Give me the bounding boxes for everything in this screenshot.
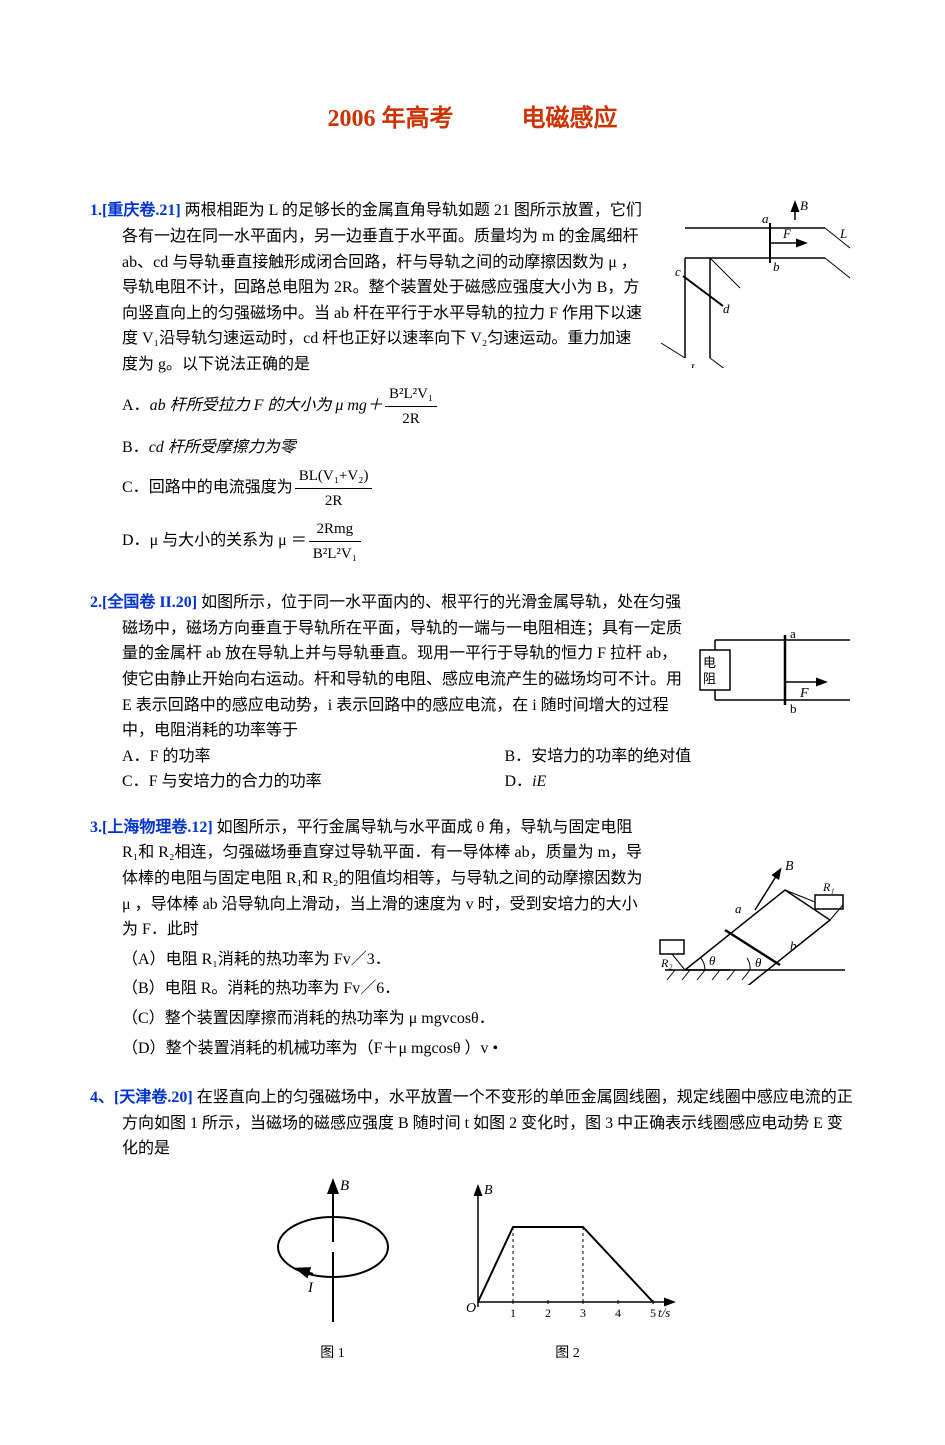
problem-3-text: 如图所示，平行金属导轨与水平面成 θ 角，导轨与固定电阻 R₁和 R₂相连，匀强… [122, 819, 643, 938]
problem-1-option-a: A．ab 杆所受拉力 F 的大小为 μ mg＋B²L²V₁2R [122, 382, 855, 431]
figure-2-label: 图 2 [448, 1343, 688, 1365]
problem-3: a b B θ θ R₁ R₂ 3.[上海物理卷.12] 如图所示，平行金属导轨… [90, 815, 855, 1065]
problem-2: 电 阻 a b F 2.[全国卷 II.20] 如图所示，位于同一水平面内的、根… [90, 590, 855, 795]
problem-4-source: [天津卷.20] [114, 1089, 193, 1106]
svg-text:a: a [790, 626, 796, 641]
svg-text:B: B [340, 1178, 349, 1194]
problem-3-number: 3. [90, 819, 102, 836]
svg-text:5: 5 [650, 1306, 656, 1320]
problem-1-number: 1. [90, 202, 102, 219]
svg-text:b: b [773, 259, 780, 274]
svg-text:a: a [762, 211, 769, 226]
problem-2-option-d: D．iE [473, 769, 856, 795]
svg-text:B: B [800, 198, 808, 213]
problem-4: 4、[天津卷.20] 在竖直向上的匀强磁场中，水平放置一个不变形的单匝金属圆线圈… [90, 1085, 855, 1365]
svg-text:电: 电 [703, 655, 716, 670]
problem-1-option-d: D．μ 与大小的关系为 μ ＝2RmgB²L²V₁ [122, 517, 855, 566]
svg-text:b: b [790, 938, 797, 953]
svg-text:b: b [790, 701, 797, 716]
problem-4-figures: B I 图 1 O B t/s [90, 1172, 855, 1365]
problem-1-diagram: a b F L c d L B [655, 198, 855, 368]
problem-2-number: 2. [90, 594, 102, 611]
svg-text:L: L [689, 361, 697, 368]
svg-text:d: d [723, 301, 730, 316]
problem-3-option-c: （C）整个装置因摩擦而消耗的热功率为 μ mgvcosθ． [122, 1006, 855, 1032]
svg-text:F: F [782, 226, 792, 241]
problem-1-option-c: C．回路中的电流强度为BL(V₁+V₂)2R [122, 464, 855, 513]
svg-text:4: 4 [615, 1306, 621, 1320]
svg-text:a: a [735, 901, 742, 916]
figure-1-label: 图 1 [258, 1343, 408, 1365]
svg-text:R₂: R₂ [660, 956, 673, 970]
svg-text:B: B [785, 859, 794, 874]
svg-text:1: 1 [510, 1306, 516, 1320]
svg-text:B: B [484, 1183, 493, 1198]
svg-text:t/s: t/s [658, 1305, 670, 1320]
problem-2-diagram: 电 阻 a b F [695, 620, 855, 720]
problem-2-option-b: B．安培力的功率的绝对值 [473, 744, 856, 770]
problem-4-number: 4、 [90, 1089, 114, 1106]
title-part-1: 2006 年高考 [328, 100, 454, 138]
problem-1-text: 两根相距为 L 的足够长的金属直角导轨如题 21 图所示放置，它们各有一边在同一… [122, 202, 642, 373]
problem-2-source: [全国卷 II.20] [102, 594, 197, 611]
svg-text:2: 2 [545, 1306, 551, 1320]
svg-text:3: 3 [580, 1306, 586, 1320]
figure-1: B I 图 1 [258, 1172, 408, 1365]
svg-text:L: L [839, 226, 847, 241]
problem-2-options: A．F 的功率 B．安培力的功率的绝对值 C．F 与安培力的合力的功率 D．iE [90, 744, 855, 795]
problem-3-option-d: （D）整个装置消耗的机械功率为（F＋μ mgcosθ ）v • [122, 1036, 855, 1062]
problem-3-diagram: a b B θ θ R₁ R₂ [655, 835, 855, 985]
figure-2: O B t/s 1 2 3 4 5 图 2 [448, 1172, 688, 1365]
problem-2-option-c: C．F 与安培力的合力的功率 [90, 769, 473, 795]
problem-2-text: 如图所示，位于同一水平面内的、根平行的光滑金属导轨，处在匀强磁场中，磁场方向垂直… [122, 594, 682, 739]
svg-text:F: F [799, 686, 809, 701]
svg-text:R₁: R₁ [822, 880, 835, 894]
svg-text:阻: 阻 [703, 671, 716, 686]
svg-text:θ: θ [709, 953, 716, 968]
svg-text:c: c [675, 264, 681, 279]
problem-3-source: [上海物理卷.12] [102, 819, 213, 836]
title-part-2: 电磁感应 [522, 100, 618, 138]
problem-4-text: 在竖直向上的匀强磁场中，水平放置一个不变形的单匝金属圆线圈，规定线圈中感应电流的… [122, 1089, 853, 1157]
problem-2-option-a: A．F 的功率 [90, 744, 473, 770]
svg-text:I: I [307, 1280, 314, 1296]
problem-1-options: A．ab 杆所受拉力 F 的大小为 μ mg＋B²L²V₁2R B．cd 杆所受… [90, 382, 855, 567]
problem-1-option-b: B．cd 杆所受摩擦力为零 [122, 435, 855, 461]
problem-1: a b F L c d L B 1.[重庆卷.2 [90, 198, 855, 570]
problem-1-source: [重庆卷.21] [102, 202, 181, 219]
svg-text:O: O [466, 1301, 476, 1316]
svg-text:θ: θ [755, 955, 762, 970]
page-title: 2006 年高考 电磁感应 [90, 100, 855, 138]
